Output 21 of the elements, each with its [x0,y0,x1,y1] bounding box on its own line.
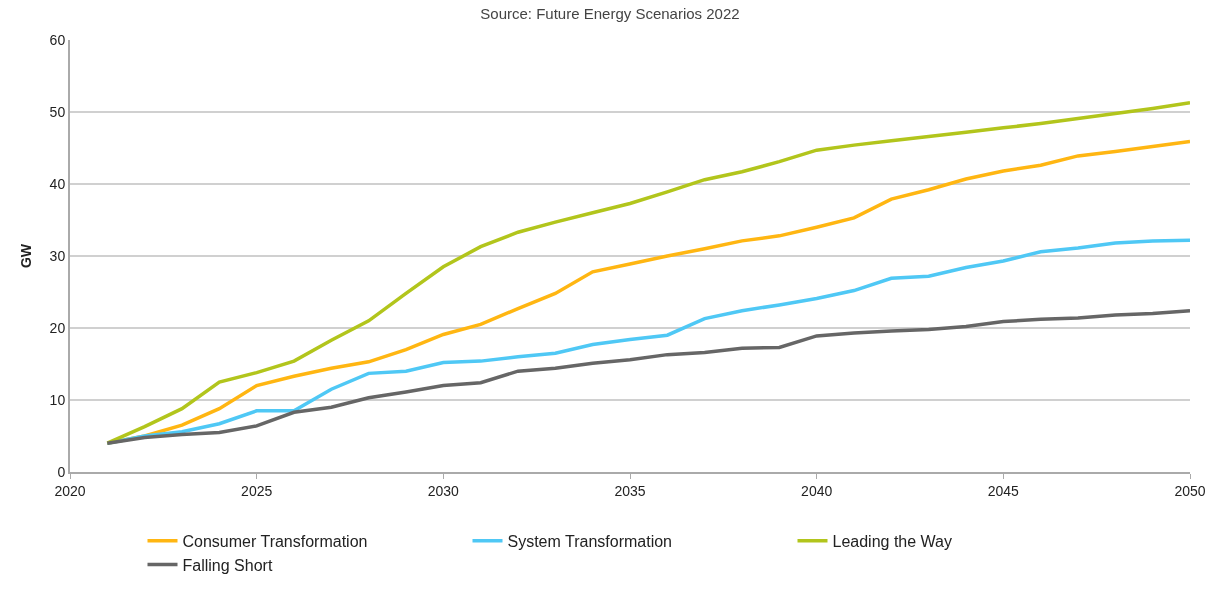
x-tick-label: 2040 [801,482,833,499]
legend-label: System Transformation [507,532,672,550]
y-tick-label: 30 [49,247,66,264]
legend-label: Consumer Transformation [182,532,368,550]
y-tick-label: 20 [49,319,66,336]
x-tick-label: 2030 [427,482,460,499]
chart-title: Source: Future Energy Scenarios 2022 [480,5,740,23]
y-tick-label: 50 [49,103,66,120]
x-tick-label: 2045 [987,482,1020,499]
y-tick-label: 10 [49,391,66,408]
x-tick-label: 2050 [1174,482,1206,499]
line-series [105,308,1190,445]
x-tick-label: 2025 [241,482,273,499]
y-tick-label: 40 [49,175,66,192]
legend-label: Falling Short [182,556,273,574]
y-tick-label: 60 [49,31,66,48]
x-tick-label: 2020 [54,482,86,499]
x-tick-label: 2035 [614,482,646,499]
y-axis-title: GW [17,243,34,269]
y-tick-label: 0 [57,463,66,480]
legend-label: Leading the Way [832,532,952,550]
